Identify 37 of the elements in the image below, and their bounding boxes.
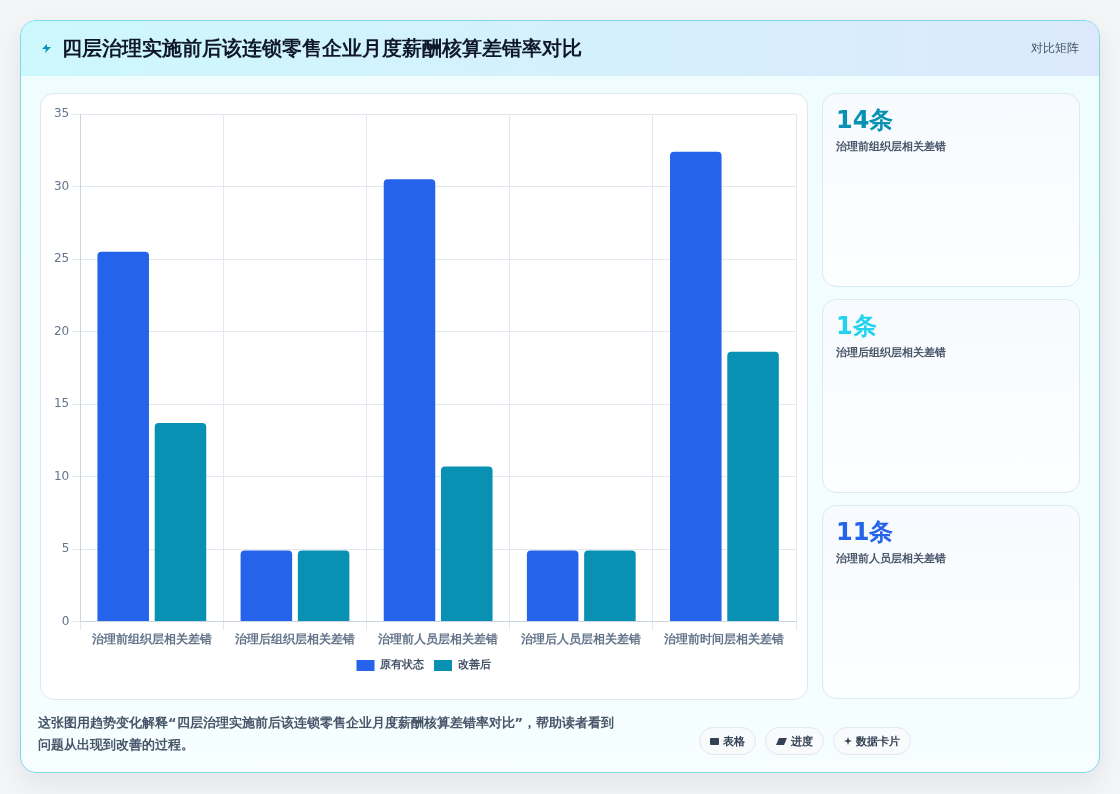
bar <box>297 550 350 622</box>
y-tick-label: 10 <box>53 468 70 483</box>
bar <box>584 550 636 622</box>
text: 表格 <box>723 733 745 749</box>
x-tick-label: 治理前人员层相关差错 <box>377 631 499 646</box>
x-tick-label: 治理后人员层相关差错 <box>520 631 642 646</box>
legend-label: 改善后 <box>457 658 491 672</box>
bar <box>97 251 149 622</box>
y-tick-label: 30 <box>53 178 70 193</box>
legend-label: 原有状态 <box>379 658 425 672</box>
text: 这张图用趋势变化解释“四层治理实施前后该连锁零售企业月度薪酬核算差错率对比”，帮助读者看到问题从出现到改善的过程。 <box>38 714 616 754</box>
text: 14条 <box>836 105 894 135</box>
bar <box>727 351 779 622</box>
text: 治理后组织层相关差错 <box>836 345 946 360</box>
text: 1条 <box>836 311 877 341</box>
y-tick-label: 25 <box>53 251 70 266</box>
y-tick-label: 15 <box>53 396 70 411</box>
text: 对比矩阵 <box>1031 40 1079 56</box>
bar <box>383 179 436 622</box>
x-tick-label: 治理前组织层相关差错 <box>90 631 212 646</box>
bar <box>240 550 293 622</box>
text: 治理前人员层相关差错 <box>836 551 946 566</box>
x-tick-label: 治理后组织层相关差错 <box>233 631 355 646</box>
y-tick-label: 35 <box>53 106 70 121</box>
text: 进度 <box>791 733 813 749</box>
text: 11条 <box>836 517 894 547</box>
text: 数据卡片 <box>856 733 900 749</box>
chart-title: 四层治理实施前后该连锁零售企业月度薪酬核算差错率对比 <box>62 35 582 61</box>
bar <box>441 466 493 622</box>
text: 治理前组织层相关差错 <box>836 139 946 154</box>
y-tick-label: 20 <box>53 323 70 338</box>
bar <box>154 422 207 622</box>
bar <box>670 151 722 622</box>
bar <box>526 550 579 622</box>
y-tick-label: 0 <box>61 613 70 628</box>
x-tick-label: 治理前时间层相关差错 <box>663 631 785 646</box>
y-tick-label: 5 <box>61 541 70 556</box>
